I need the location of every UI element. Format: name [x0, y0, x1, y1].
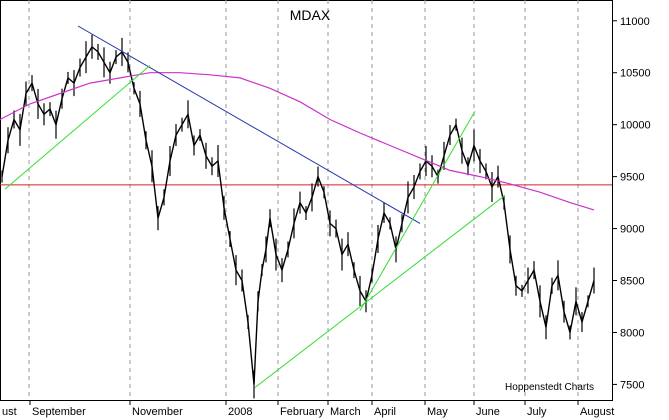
- uptrend-line-3: [4, 65, 151, 190]
- x-tick-label-5: March: [330, 406, 361, 418]
- y-tick-label-9000: 9000: [620, 224, 644, 236]
- x-tick-label-1: September: [32, 406, 86, 418]
- uptrend-line-5: [359, 110, 476, 311]
- gridlines: [28, 0, 579, 400]
- x-tick-label-4: February: [280, 406, 325, 418]
- y-tick-label-9500: 9500: [620, 172, 644, 184]
- x-tick-label-9: July: [527, 406, 547, 418]
- x-tick-label-3: 2008: [228, 406, 252, 418]
- y-tick-label-10000: 10000: [620, 120, 651, 132]
- y-tick-label-11000: 11000: [620, 16, 650, 28]
- x-tick-label-2: November: [132, 406, 183, 418]
- x-tick-label-7: May: [427, 406, 448, 418]
- x-tick-label-6: April: [374, 406, 396, 418]
- x-tick-label-8: June: [476, 406, 500, 418]
- axes: 11000 10500 10000 9500 9000 8500 8000 7500 ust Se…: [2, 16, 651, 418]
- chart-title: MDAX: [290, 7, 331, 23]
- y-tick-label-8500: 8500: [620, 276, 644, 288]
- y-tick-label-10500: 10500: [620, 68, 651, 80]
- chart-marks: [0, 25, 612, 399]
- x-tick-label-10: August: [580, 406, 614, 418]
- y-tick-label-8000: 8000: [620, 327, 644, 339]
- downtrend-line: [77, 25, 421, 224]
- plot-border: [0, 0, 613, 401]
- uptrend-line-4: [254, 194, 506, 388]
- moving-average-line: [0, 72, 595, 211]
- chart-credit: Hoppenstedt Charts: [505, 382, 594, 393]
- x-tick-label-0: ust: [2, 406, 17, 418]
- y-tick-label-7500: 7500: [620, 379, 644, 391]
